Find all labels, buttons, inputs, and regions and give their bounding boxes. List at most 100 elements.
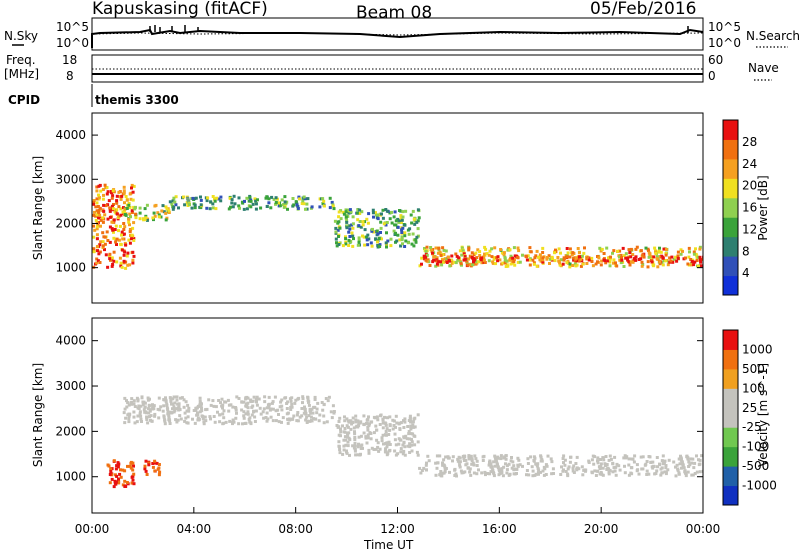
velocity-cell <box>123 469 127 473</box>
velocity-cell <box>187 409 191 413</box>
velocity-cell <box>580 465 584 469</box>
power-cell <box>400 218 404 222</box>
velocity-cell <box>566 467 570 471</box>
velocity-colorbar-swatch <box>723 330 738 350</box>
power-cell <box>545 257 549 261</box>
velocity-cell <box>537 472 540 476</box>
power-cell <box>95 221 99 225</box>
power-cell <box>328 196 332 200</box>
power-cell <box>114 224 118 228</box>
power-cell <box>529 250 533 254</box>
velocity-cell <box>115 474 119 478</box>
velocity-cell <box>644 462 648 466</box>
velocity-cell <box>245 402 249 406</box>
power-cell <box>399 214 403 218</box>
power-cell <box>128 212 132 216</box>
power-cell <box>122 189 126 193</box>
velocity-cell <box>130 481 134 485</box>
velocity-cell <box>198 399 202 403</box>
power-cell <box>157 213 161 217</box>
power-cell <box>99 224 102 228</box>
velocity-cell <box>496 463 499 467</box>
velocity-cell <box>146 421 150 425</box>
power-cell <box>101 220 105 224</box>
power-cell <box>295 203 299 207</box>
velocity-cell <box>388 415 392 419</box>
velocity-cell <box>489 470 493 474</box>
velocity-cell <box>641 455 645 459</box>
power-cell <box>161 204 165 208</box>
power-cell <box>101 197 105 201</box>
power-cell <box>104 204 108 208</box>
power-cell <box>409 213 413 217</box>
power-cell <box>693 260 697 264</box>
power-cell <box>351 234 355 238</box>
power-cell <box>118 256 122 260</box>
power-cell <box>94 218 98 222</box>
velocity-cell <box>362 414 366 418</box>
power-cell <box>298 197 301 201</box>
velocity-cell <box>156 467 160 471</box>
velocity-cell <box>544 473 548 476</box>
power-cell <box>92 199 96 202</box>
velocity-cell <box>443 470 447 474</box>
power-cell <box>511 256 515 260</box>
power-cell <box>698 258 702 262</box>
velocity-cell <box>274 419 278 423</box>
power-cell <box>457 256 461 260</box>
power-cell <box>127 203 131 207</box>
power-y-tick-label: 1000 <box>55 261 86 275</box>
power-cell <box>138 211 142 215</box>
velocity-cell <box>354 418 358 422</box>
power-cell <box>321 202 325 205</box>
power-cell <box>249 205 253 209</box>
velocity-cell <box>563 458 567 462</box>
velocity-cell <box>143 464 147 468</box>
velocity-cell <box>384 433 388 437</box>
velocity-cell <box>627 457 631 461</box>
power-cell <box>557 247 561 251</box>
power-cell <box>118 224 122 228</box>
power-cell <box>349 240 353 243</box>
velocity-cell <box>374 447 378 451</box>
power-cell <box>143 207 147 211</box>
velocity-cell <box>672 460 676 464</box>
power-cell <box>134 205 137 209</box>
power-cell <box>165 207 169 211</box>
power-cell <box>92 213 96 217</box>
power-cell <box>480 256 484 260</box>
velocity-y-tick-label: 4000 <box>55 334 86 348</box>
power-cell <box>492 257 496 261</box>
power-cell <box>344 210 348 214</box>
velocity-cell <box>681 464 685 467</box>
velocity-cell <box>698 470 702 474</box>
power-cell <box>456 258 460 262</box>
power-cell <box>506 248 510 252</box>
velocity-cell <box>531 474 535 478</box>
velocity-cell <box>196 405 200 408</box>
power-cell <box>437 260 441 264</box>
power-cell <box>131 250 135 254</box>
velocity-cell <box>143 467 147 471</box>
velocity-cell <box>136 398 140 402</box>
power-cell <box>127 238 131 242</box>
power-cell <box>122 259 126 263</box>
velocity-cell <box>542 473 546 477</box>
velocity-cell <box>402 426 406 429</box>
velocity-cell <box>255 398 258 402</box>
velocity-cell <box>599 462 603 466</box>
power-cell <box>227 207 231 211</box>
power-cell <box>392 229 396 233</box>
power-cell <box>267 201 271 205</box>
velocity-cell <box>550 472 554 476</box>
power-cell <box>305 207 309 211</box>
velocity-cell <box>475 472 479 476</box>
velocity-cell <box>175 395 179 399</box>
power-cell <box>651 264 655 268</box>
velocity-cell <box>664 470 668 474</box>
velocity-cell <box>469 473 473 477</box>
power-cell <box>618 255 621 259</box>
velocity-cell <box>480 471 484 475</box>
power-cell <box>602 252 606 255</box>
velocity-cell <box>383 449 387 453</box>
